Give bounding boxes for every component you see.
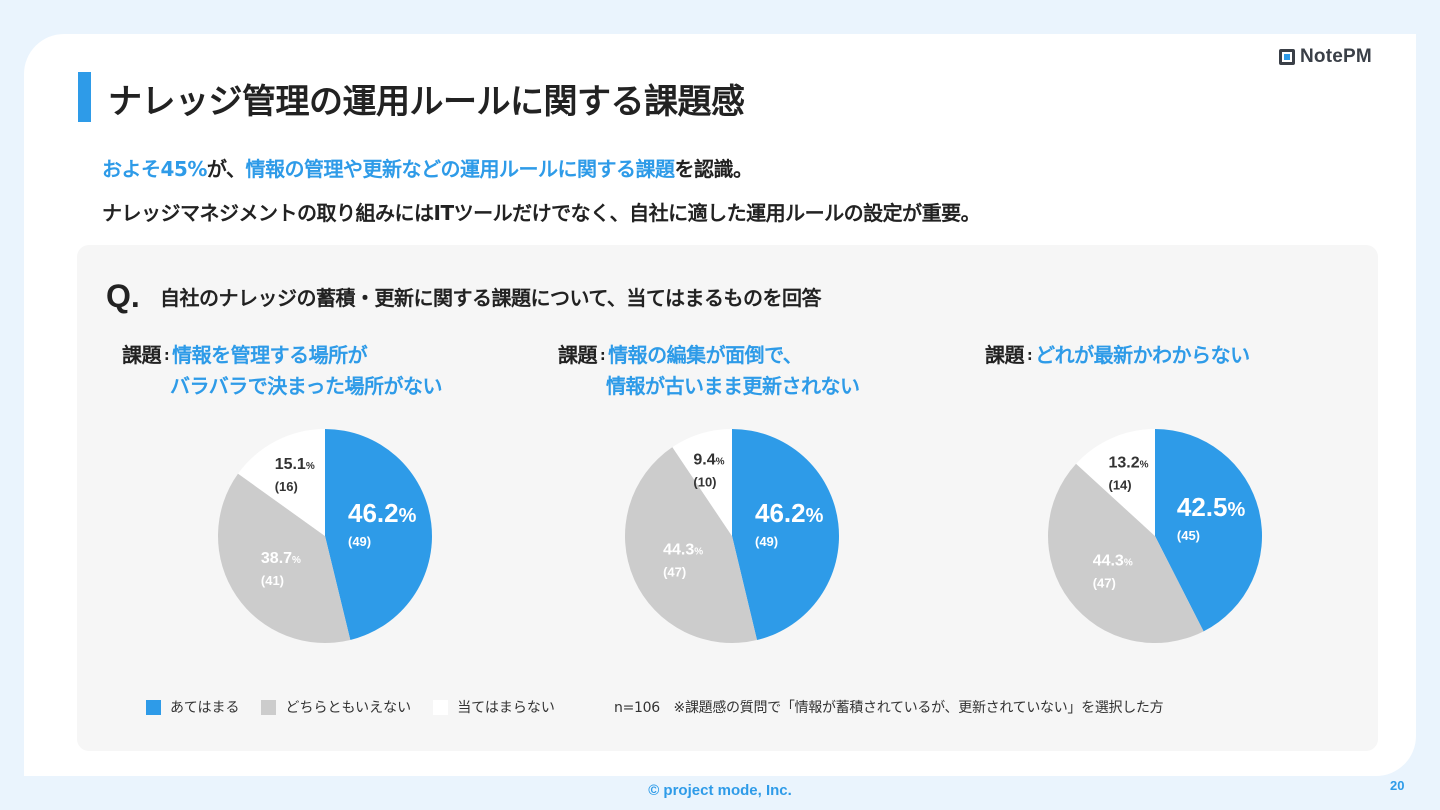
issue-separator: : xyxy=(164,348,170,364)
copyright-footer: © project mode, Inc. xyxy=(648,782,792,799)
percent-sign: % xyxy=(1228,499,1246,521)
pie-slice-not-applies xyxy=(238,429,325,536)
sample-note: n=106 ※課題感の質問で「情報が蓄積されているが、更新されていない」を選択し… xyxy=(614,700,1164,716)
issue-title-line2: 情報が古いまま更新されない xyxy=(606,374,860,398)
lead-line-2: ナレッジマネジメントの取り組みにはITツールだけでなく、自社に適した運用ルールの… xyxy=(102,201,981,225)
legend-item-neutral: どちらともいえない xyxy=(261,697,411,717)
percent-sign: % xyxy=(806,505,824,527)
percent-sign: % xyxy=(399,505,417,527)
legend-swatch xyxy=(433,699,449,715)
legend-item-applies: あてはまる xyxy=(146,697,239,717)
pie-slice-not-applies xyxy=(1076,429,1155,536)
issue-label: 課題 xyxy=(558,343,598,367)
percent-sign: % xyxy=(306,461,315,472)
percent-sign: % xyxy=(292,555,301,566)
percent-sign: % xyxy=(1140,459,1149,470)
lead-highlight-2: 情報の管理や更新などの運用ルールに関する課題 xyxy=(245,157,675,181)
legend: あてはまる どちらともいえない 当てはまらない xyxy=(146,697,577,717)
notepm-logo: NotePM xyxy=(1278,44,1372,70)
legend-label: 当てはまらない xyxy=(457,700,555,716)
lead-highlight-1: およそ45% xyxy=(102,157,207,181)
pie-slice-applies xyxy=(325,429,432,640)
pie-count-label: (49) xyxy=(755,534,778,549)
notepm-logo-icon xyxy=(1278,48,1296,66)
pie-chart-2: 46.2%(49)44.3%(47)9.4%(10) xyxy=(624,429,840,644)
lead-text-1: が、 xyxy=(206,157,246,181)
pie-slice-applies xyxy=(732,429,840,641)
pie-chart-3: 42.5%(45)44.3%(47)13.2%(14) xyxy=(1048,429,1263,644)
issue-title-line1: 情報の編集が面倒で、 xyxy=(608,343,803,367)
pie-count-label: (47) xyxy=(1093,576,1116,591)
pie-value-label: 15.1% xyxy=(275,456,315,473)
title-accent-bar xyxy=(78,72,91,122)
pie-count-label: (10) xyxy=(693,474,716,489)
page-number: 20 xyxy=(1390,778,1405,793)
pie-count-label: (14) xyxy=(1109,477,1132,492)
issue-title-line2: バラバラで決まった場所がない xyxy=(170,374,443,398)
issue-label: 課題 xyxy=(985,343,1025,367)
pie-value-label: 13.2% xyxy=(1109,454,1149,471)
pie-slice-applies xyxy=(1155,429,1263,632)
page-title: ナレッジ管理の運用ルールに関する課題感 xyxy=(108,82,745,122)
pie-slice-neutral xyxy=(217,473,351,643)
pie-count-label: (47) xyxy=(663,564,686,579)
pie-slice-neutral xyxy=(624,447,757,644)
issue-separator: : xyxy=(600,348,606,364)
legend-swatch xyxy=(146,699,161,715)
issue-separator: : xyxy=(1027,348,1033,364)
legend-label: あてはまる xyxy=(170,700,240,716)
pie-value-label: 44.3% xyxy=(663,541,703,558)
question-mark: Q. xyxy=(106,278,140,314)
issue-title-2: 課題: 情報の編集が面倒で、 情報が古いまま更新されない xyxy=(558,340,860,401)
pie-value-label: 9.4% xyxy=(693,451,724,468)
percent-sign: % xyxy=(1124,558,1133,569)
pie-count-label: (41) xyxy=(261,573,284,588)
lead-text-2: を認識。 xyxy=(674,157,753,181)
pie-count-label: (45) xyxy=(1177,528,1200,543)
legend-label: どちらともいえない xyxy=(285,700,412,716)
issue-label: 課題 xyxy=(122,343,162,367)
legend-item-not-applies: 当てはまらない xyxy=(433,697,555,717)
pie-value-label: 38.7% xyxy=(261,550,301,567)
pie-count-label: (16) xyxy=(275,479,298,494)
pie-slice-neutral xyxy=(1048,463,1204,644)
lead-line-1: およそ45%が、情報の管理や更新などの運用ルールに関する課題を認識。 xyxy=(102,153,753,182)
issue-title-3: 課題: どれが最新かわからない xyxy=(985,340,1250,371)
pie-value-label: 44.3% xyxy=(1093,553,1133,570)
percent-sign: % xyxy=(716,456,725,467)
issue-title-line1: どれが最新かわからない xyxy=(1035,343,1250,367)
percent-sign: % xyxy=(694,546,703,557)
pie-chart-1: 46.2%(49)38.7%(41)15.1%(16) xyxy=(217,429,432,643)
issue-title-1: 課題: 情報を管理する場所が バラバラで決まった場所がない xyxy=(122,340,443,401)
pie-slice-not-applies xyxy=(672,429,732,536)
question-text: 自社のナレッジの蓄積・更新に関する課題について、当てはまるものを回答 xyxy=(160,286,822,310)
pie-count-label: (49) xyxy=(348,534,371,549)
legend-swatch xyxy=(261,699,277,715)
logo-text: NotePM xyxy=(1300,46,1372,67)
issue-title-line1: 情報を管理する場所が xyxy=(172,343,368,367)
